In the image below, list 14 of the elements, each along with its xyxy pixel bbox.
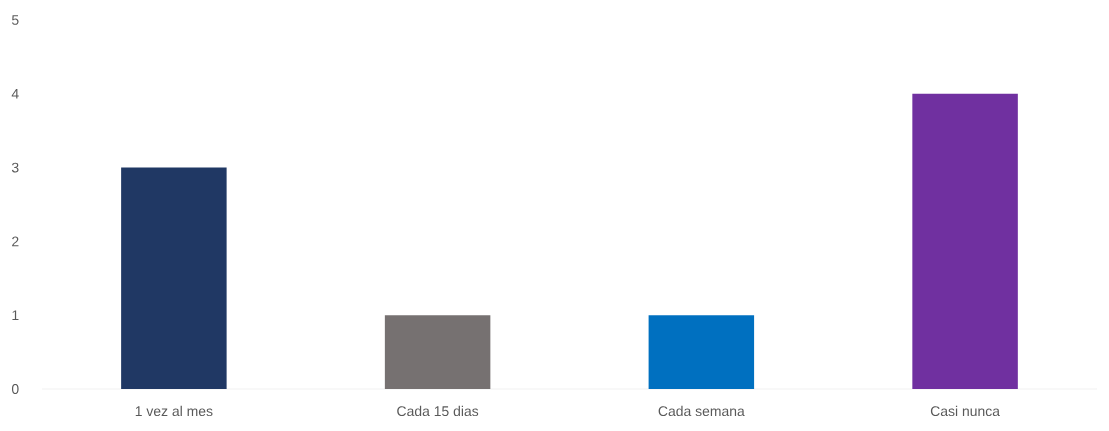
- x-tick-label: Cada semana: [658, 405, 745, 417]
- bar: [121, 167, 227, 389]
- y-tick-label: 1: [12, 310, 19, 320]
- y-tick-label: 4: [11, 89, 19, 99]
- x-tick-label: Cada 15 dias: [397, 405, 479, 417]
- y-tick-label: 3: [11, 162, 19, 173]
- bar: [384, 315, 491, 389]
- y-tick-label: 0: [11, 384, 19, 394]
- bar: [912, 93, 1018, 389]
- x-tick-label: Casi nunca: [930, 405, 1000, 417]
- y-tick-label: 2: [12, 236, 19, 247]
- y-tick-label: 5: [11, 15, 19, 25]
- bar: [648, 315, 755, 389]
- x-tick-label: 1 vez al mes: [135, 405, 213, 417]
